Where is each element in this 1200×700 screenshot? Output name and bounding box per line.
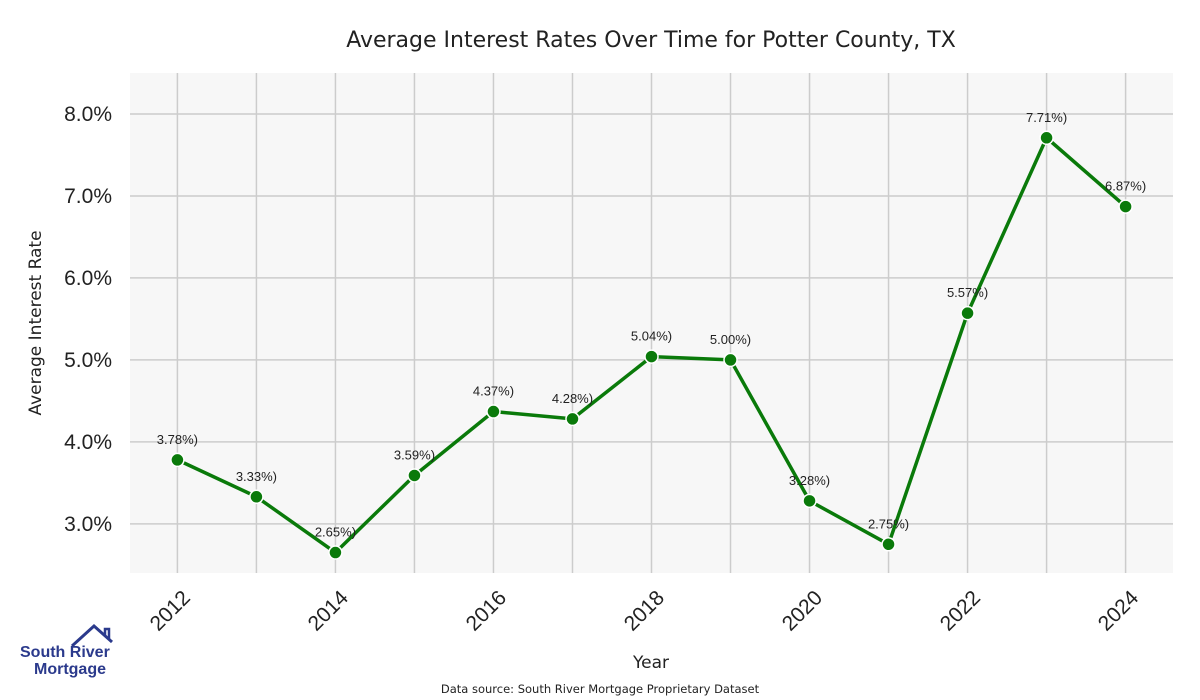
- y-tick-label: 6.0%: [64, 267, 112, 290]
- data-label: 4.37%): [473, 384, 514, 399]
- data-label: 7.71%): [1026, 110, 1067, 125]
- data-label: 2.75%): [868, 516, 909, 531]
- data-point: [407, 468, 422, 483]
- x-tick-label: 2014: [304, 586, 354, 636]
- x-axis-ticks: 2012 2014 2016 2018 2020 2022 2024: [146, 586, 1144, 636]
- x-tick-label: 2018: [620, 586, 669, 635]
- data-point: [328, 545, 343, 560]
- data-label: 3.59%): [394, 447, 435, 462]
- data-label: 5.04%): [631, 329, 672, 344]
- y-axis-ticks: 3.0% 4.0% 5.0% 6.0% 7.0% 8.0%: [64, 103, 112, 536]
- y-tick-label: 4.0%: [64, 431, 112, 454]
- data-labels: 3.78%) 3.33%) 2.65%) 3.59%) 4.37%) 4.28%) 5.04…: [157, 110, 1146, 540]
- data-point: [1118, 199, 1133, 214]
- data-point: [565, 411, 580, 427]
- company-logo: South River Mortgage: [20, 620, 120, 680]
- x-tick-label: 2020: [778, 586, 827, 635]
- data-label: 3.78%): [157, 432, 198, 447]
- logo-text-line1: South River: [20, 644, 110, 661]
- y-axis-title: Average Interest Rate: [26, 230, 46, 415]
- data-point: [960, 305, 975, 321]
- data-point: [644, 349, 659, 364]
- y-tick-label: 5.0%: [64, 349, 112, 372]
- data-markers: [170, 130, 1133, 560]
- data-label: 3.33%): [236, 469, 277, 484]
- data-source-note: Data source: South River Mortgage Propri…: [441, 682, 760, 696]
- x-tick-label: 2024: [1094, 586, 1144, 636]
- data-label: 5.00%): [710, 332, 751, 347]
- chart-title: Average Interest Rates Over Time for Pot…: [346, 28, 956, 53]
- y-tick-label: 8.0%: [64, 103, 112, 126]
- logo-text-line2: Mortgage: [34, 661, 106, 678]
- x-tick-label: 2022: [936, 586, 985, 635]
- grid-lines: [130, 73, 1173, 573]
- y-tick-label: 7.0%: [64, 185, 112, 208]
- data-label: 3.28%): [789, 473, 830, 488]
- data-point: [486, 404, 501, 419]
- data-label: 2.65%): [315, 525, 356, 540]
- x-axis-title: Year: [632, 653, 669, 673]
- data-label: 4.28%): [552, 391, 593, 406]
- data-point: [170, 452, 185, 468]
- x-tick-label: 2012: [146, 586, 195, 635]
- data-point: [802, 493, 817, 509]
- data-point: [881, 537, 896, 552]
- house-icon: [70, 623, 113, 648]
- data-point: [249, 489, 264, 505]
- data-label: 5.57%): [947, 285, 988, 300]
- y-tick-label: 3.0%: [64, 513, 112, 536]
- data-point: [723, 352, 738, 368]
- data-point: [1039, 130, 1054, 146]
- data-label: 6.87%): [1105, 179, 1146, 194]
- x-tick-label: 2016: [462, 586, 511, 635]
